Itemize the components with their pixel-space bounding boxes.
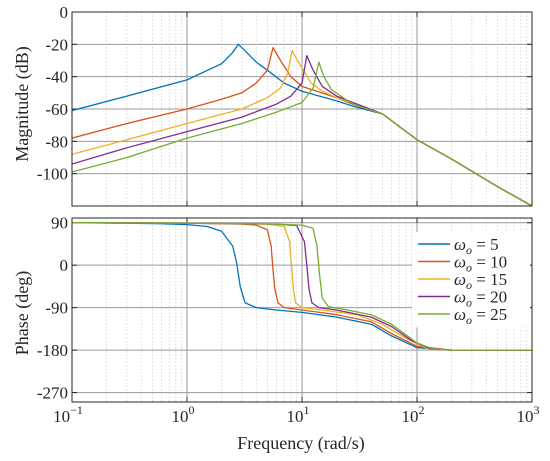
mag-ytick-label: -20 xyxy=(45,35,68,54)
phase-ytick-label: 90 xyxy=(51,214,68,233)
xtick-label: 102 xyxy=(402,403,425,426)
mag-ytick-label: -100 xyxy=(37,165,68,184)
mag-ytick-label: -60 xyxy=(45,100,68,119)
mag-ytick-label: 0 xyxy=(60,3,69,22)
legend-box xyxy=(412,232,530,328)
frequency-xlabel: Frequency (rad/s) xyxy=(237,433,364,454)
mag-ytick-label: -80 xyxy=(45,132,68,151)
magnitude-panel: 0 -20 -40 -60 -80 -100 xyxy=(37,3,533,207)
magnitude-ylabel: Magnitude (dB) xyxy=(12,46,33,161)
xtick-label: 100 xyxy=(172,403,195,426)
xtick-label: 103 xyxy=(517,403,540,426)
phase-axes-frame xyxy=(71,217,533,403)
legend-entry-label: ωo = 20 xyxy=(454,288,507,310)
mag-series-line-w25 xyxy=(72,61,532,206)
legend-entry-label: ωo = 10 xyxy=(454,253,507,275)
legend-entry-label: ωo = 15 xyxy=(454,270,507,292)
xtick-label: 101 xyxy=(287,403,310,426)
phase-ytick-label: 0 xyxy=(60,256,69,275)
xtick-label: 10−1 xyxy=(53,403,83,426)
phase-ylabel: Phase (deg) xyxy=(12,271,33,355)
phase-ytick-label: -90 xyxy=(45,299,68,318)
phase-ytick-label: -180 xyxy=(37,341,68,360)
phase-series-line-w25 xyxy=(72,222,532,351)
phase-series-line-w5 xyxy=(72,222,532,351)
mag-axes-frame xyxy=(71,11,533,207)
phase-ytick-label: -270 xyxy=(37,384,68,403)
mag-ytick-label: -40 xyxy=(45,68,68,87)
legend-entry-label: ωo = 25 xyxy=(454,305,507,327)
legend-entry-label: ωo = 5 xyxy=(454,235,499,257)
